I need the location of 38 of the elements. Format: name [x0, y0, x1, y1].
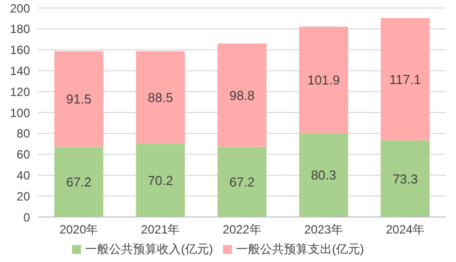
bar — [380, 140, 430, 217]
data-label: 70.2 — [148, 172, 174, 188]
y-tick-label: 140 — [10, 64, 30, 78]
bar — [54, 51, 104, 147]
bar — [299, 133, 348, 217]
data-label: 98.8 — [229, 88, 255, 103]
bar — [136, 51, 185, 144]
y-tick-label: 100 — [10, 106, 30, 120]
y-tick-label: 160 — [10, 43, 30, 58]
x-tick-label: 2021年 — [141, 222, 180, 237]
y-tick-label: 120 — [10, 84, 30, 99]
y-tick-label: 20 — [16, 189, 30, 204]
y-tick-label: 200 — [10, 1, 30, 16]
data-label: 80.3 — [310, 168, 336, 183]
bar — [380, 18, 430, 140]
bar — [136, 144, 185, 217]
legend-label: 一般公共预算收入(亿元) — [85, 242, 213, 256]
data-label: 101.9 — [307, 72, 340, 88]
x-tick-label: 2024年 — [386, 222, 425, 237]
legend-label: 一般公共预算支出(亿元) — [236, 242, 364, 256]
data-label: 73.3 — [392, 171, 418, 186]
data-label: 91.5 — [66, 92, 92, 107]
bar — [218, 146, 267, 217]
data-label: 67.2 — [66, 174, 92, 190]
data-label: 67.2 — [229, 174, 255, 190]
y-tick-label: 40 — [16, 168, 30, 182]
x-tick-label: 2022年 — [222, 222, 262, 237]
x-tick-label: 2020年 — [59, 222, 98, 237]
bar — [299, 26, 348, 134]
bar — [218, 44, 267, 147]
y-tick-label: 60 — [16, 148, 30, 162]
y-tick-label: 0 — [23, 210, 30, 224]
y-tick-label: 180 — [10, 22, 30, 36]
x-tick-label: 2023年 — [304, 222, 343, 237]
y-tick-label: 80 — [16, 126, 30, 141]
data-label: 117.1 — [389, 72, 422, 87]
data-label: 88.5 — [148, 90, 174, 106]
bar — [54, 146, 104, 217]
